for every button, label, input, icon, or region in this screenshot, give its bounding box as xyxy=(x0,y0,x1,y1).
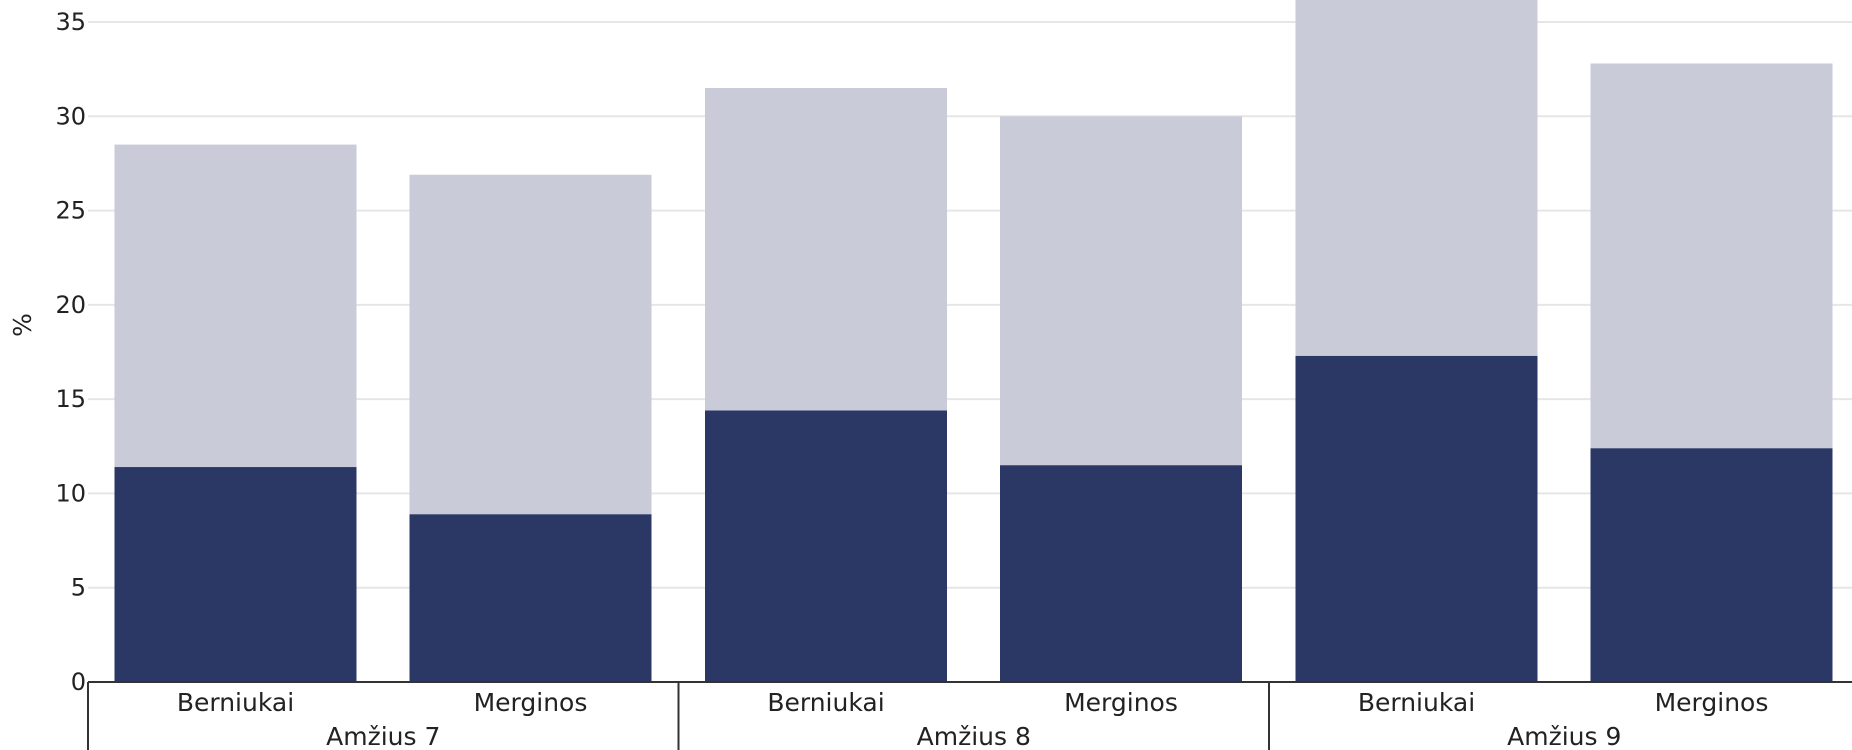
x-group-label: Amžius 7 xyxy=(326,722,440,750)
bar-segment-upper xyxy=(1590,63,1833,449)
bar-segment-upper xyxy=(705,88,947,411)
y-tick-label: 20 xyxy=(55,291,86,319)
bars xyxy=(114,0,1833,682)
y-tick-label: 5 xyxy=(71,574,86,602)
bar-segment-lower xyxy=(1590,448,1833,682)
bar-segment-lower xyxy=(1295,355,1538,682)
y-tick-label: 35 xyxy=(55,8,86,36)
bar-segment-upper xyxy=(1000,116,1242,466)
y-tick-label: 10 xyxy=(55,479,86,507)
bar-segment-lower xyxy=(705,410,947,682)
x-category-label: Merginos xyxy=(1655,688,1769,717)
bar-segment-upper xyxy=(114,144,357,468)
y-tick-label: 30 xyxy=(55,102,86,130)
bar-segment-lower xyxy=(1000,465,1242,682)
x-group-label: Amžius 9 xyxy=(1507,722,1621,750)
y-tick-label: 25 xyxy=(55,197,86,225)
gridlines xyxy=(88,21,1852,589)
bar-segment-lower xyxy=(409,514,652,682)
x-group-label: Amžius 8 xyxy=(917,722,1031,750)
labels: 0 5 10 15 20 25 30 35 Berniukai Merginos Berniukai… xyxy=(55,8,1768,750)
x-category-label: Berniukai xyxy=(1358,688,1475,717)
y-axis-title: % xyxy=(8,313,37,337)
bar-segment-lower xyxy=(114,467,357,682)
y-tick-label: 15 xyxy=(55,385,86,413)
x-category-label: Merginos xyxy=(474,688,588,717)
bar-segment-upper xyxy=(409,174,652,515)
axes xyxy=(87,681,1852,750)
x-category-label: Berniukai xyxy=(177,688,294,717)
x-category-label: Berniukai xyxy=(767,688,884,717)
x-category-label: Merginos xyxy=(1064,688,1178,717)
y-tick-label: 0 xyxy=(71,668,86,696)
bar-segment-upper xyxy=(1295,0,1538,356)
